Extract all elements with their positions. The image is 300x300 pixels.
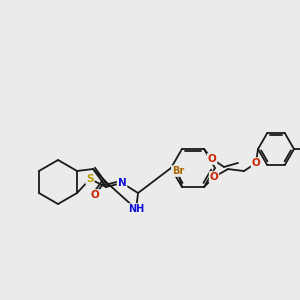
Text: O: O xyxy=(252,158,260,168)
Text: N: N xyxy=(118,178,126,188)
Text: NH: NH xyxy=(128,204,144,214)
Text: S: S xyxy=(86,174,94,184)
Text: Br: Br xyxy=(172,166,184,176)
Text: O: O xyxy=(208,154,216,164)
Text: O: O xyxy=(91,190,99,200)
Text: O: O xyxy=(210,172,218,182)
